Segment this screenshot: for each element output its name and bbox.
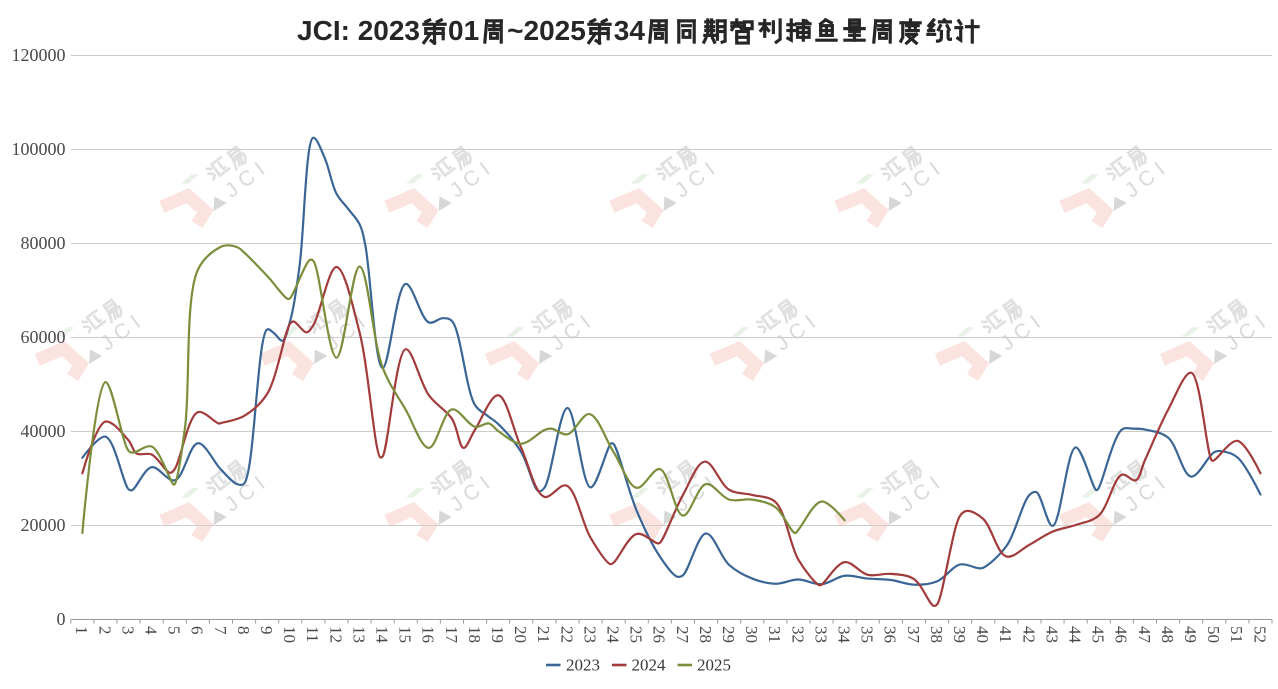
svg-text:6: 6 [188, 626, 207, 635]
svg-text:24: 24 [603, 626, 622, 644]
svg-text:10: 10 [280, 626, 299, 643]
svg-text:37: 37 [904, 626, 923, 644]
svg-text:0: 0 [57, 609, 66, 629]
svg-text:34: 34 [834, 626, 853, 644]
svg-text:26: 26 [650, 626, 669, 643]
svg-text:7: 7 [211, 626, 230, 635]
svg-text:31: 31 [765, 626, 784, 643]
svg-text:2023: 2023 [566, 656, 600, 675]
svg-text:40: 40 [973, 626, 992, 643]
svg-text:43: 43 [1042, 626, 1061, 643]
svg-text:9: 9 [257, 626, 276, 635]
svg-text:46: 46 [1112, 626, 1131, 643]
svg-text:21: 21 [534, 626, 553, 643]
svg-text:18: 18 [465, 626, 484, 643]
svg-text:29: 29 [719, 626, 738, 643]
svg-text:23: 23 [580, 626, 599, 643]
svg-text:38: 38 [927, 626, 946, 643]
svg-text:30: 30 [742, 626, 761, 643]
svg-text:13: 13 [349, 626, 368, 643]
svg-text:36: 36 [881, 626, 900, 643]
svg-text:22: 22 [557, 626, 576, 643]
svg-text:40000: 40000 [21, 421, 66, 441]
svg-text:3: 3 [118, 626, 137, 635]
svg-text:28: 28 [696, 626, 715, 643]
svg-text:27: 27 [673, 626, 692, 644]
svg-text:2: 2 [95, 626, 114, 635]
svg-text:11: 11 [303, 626, 322, 642]
svg-text:60000: 60000 [21, 327, 66, 347]
svg-text:80000: 80000 [21, 233, 66, 253]
svg-text:25: 25 [627, 626, 646, 643]
svg-text:14: 14 [372, 626, 391, 644]
svg-text:50: 50 [1204, 626, 1223, 643]
svg-text:39: 39 [950, 626, 969, 643]
svg-text:12: 12 [326, 626, 345, 643]
svg-text:48: 48 [1158, 626, 1177, 643]
svg-text:51: 51 [1227, 626, 1246, 643]
svg-text:42: 42 [1019, 626, 1038, 643]
svg-text:20: 20 [511, 626, 530, 643]
svg-text:2024: 2024 [632, 656, 667, 675]
svg-text:2025: 2025 [697, 656, 731, 675]
svg-text:47: 47 [1135, 626, 1154, 644]
svg-text:33: 33 [811, 626, 830, 643]
svg-text:4: 4 [141, 626, 160, 635]
svg-text:16: 16 [419, 626, 438, 643]
svg-text:44: 44 [1065, 626, 1084, 644]
svg-text:1: 1 [72, 626, 91, 635]
svg-text:45: 45 [1089, 626, 1108, 643]
svg-text:49: 49 [1181, 626, 1200, 643]
svg-text:32: 32 [788, 626, 807, 643]
svg-text:19: 19 [488, 626, 507, 643]
svg-text:5: 5 [165, 626, 184, 635]
svg-text:20000: 20000 [21, 515, 66, 535]
svg-text:8: 8 [234, 626, 253, 635]
svg-text:100000: 100000 [12, 139, 66, 159]
svg-text:35: 35 [858, 626, 877, 643]
svg-text:15: 15 [396, 626, 415, 643]
svg-text:120000: 120000 [12, 45, 66, 65]
svg-text:52: 52 [1250, 626, 1269, 643]
svg-text:17: 17 [442, 626, 461, 644]
svg-text:41: 41 [996, 626, 1015, 643]
